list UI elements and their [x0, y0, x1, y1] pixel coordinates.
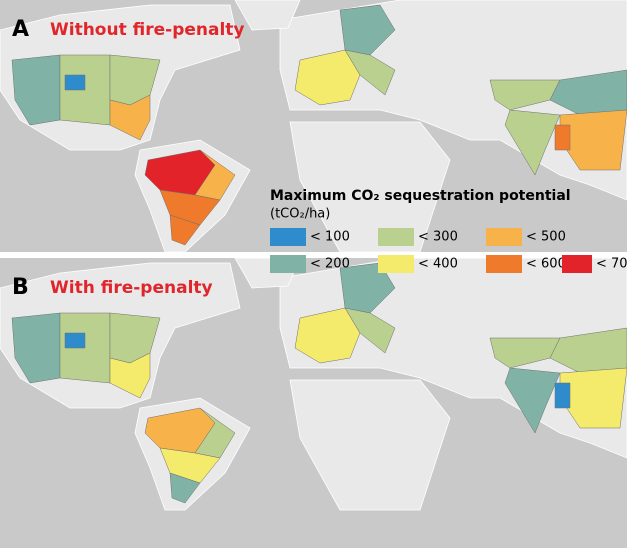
- region: [11, 54, 61, 126]
- legend-swatch: [378, 228, 414, 246]
- region: [554, 124, 571, 151]
- region: [11, 312, 61, 384]
- region: [64, 332, 86, 349]
- map-panel: A Without fire-penalty: [0, 0, 627, 253]
- land: [289, 379, 451, 511]
- region: [159, 189, 221, 226]
- region: [554, 382, 571, 409]
- region: [344, 307, 396, 354]
- legend-swatch: [270, 228, 306, 246]
- region: [489, 337, 561, 369]
- legend-label: < 200: [310, 257, 350, 272]
- land: [289, 121, 451, 253]
- region: [169, 472, 201, 504]
- region: [109, 94, 151, 141]
- region: [489, 79, 561, 111]
- legend-swatch: [562, 255, 592, 273]
- panel-title: With fire-penalty: [50, 278, 213, 298]
- map-panel: B With fire-penalty: [0, 257, 627, 548]
- region: [504, 367, 561, 434]
- region: [339, 262, 396, 314]
- legend-swatch: [486, 255, 522, 273]
- legend-unit: (tCO₂/ha): [270, 207, 330, 222]
- panel-label: A: [12, 17, 29, 42]
- legend-label: < 600: [526, 257, 566, 272]
- legend-label: < 400: [418, 257, 458, 272]
- legend-swatch: [378, 255, 414, 273]
- panel-title: Without fire-penalty: [50, 20, 245, 40]
- legend-label: < 700: [596, 257, 627, 272]
- legend-label: < 100: [310, 230, 350, 245]
- panel-label: B: [12, 275, 29, 300]
- region: [109, 352, 151, 399]
- legend-swatch: [270, 255, 306, 273]
- legend-swatch: [486, 228, 522, 246]
- region: [64, 74, 86, 91]
- region: [344, 49, 396, 96]
- legend-label: < 300: [418, 230, 458, 245]
- land: [234, 0, 301, 31]
- legend-label: < 500: [526, 230, 566, 245]
- region: [159, 447, 221, 484]
- region: [339, 4, 396, 56]
- legend-title: Maximum CO₂ sequestration potential: [270, 188, 571, 204]
- region: [169, 214, 201, 246]
- region: [504, 109, 561, 176]
